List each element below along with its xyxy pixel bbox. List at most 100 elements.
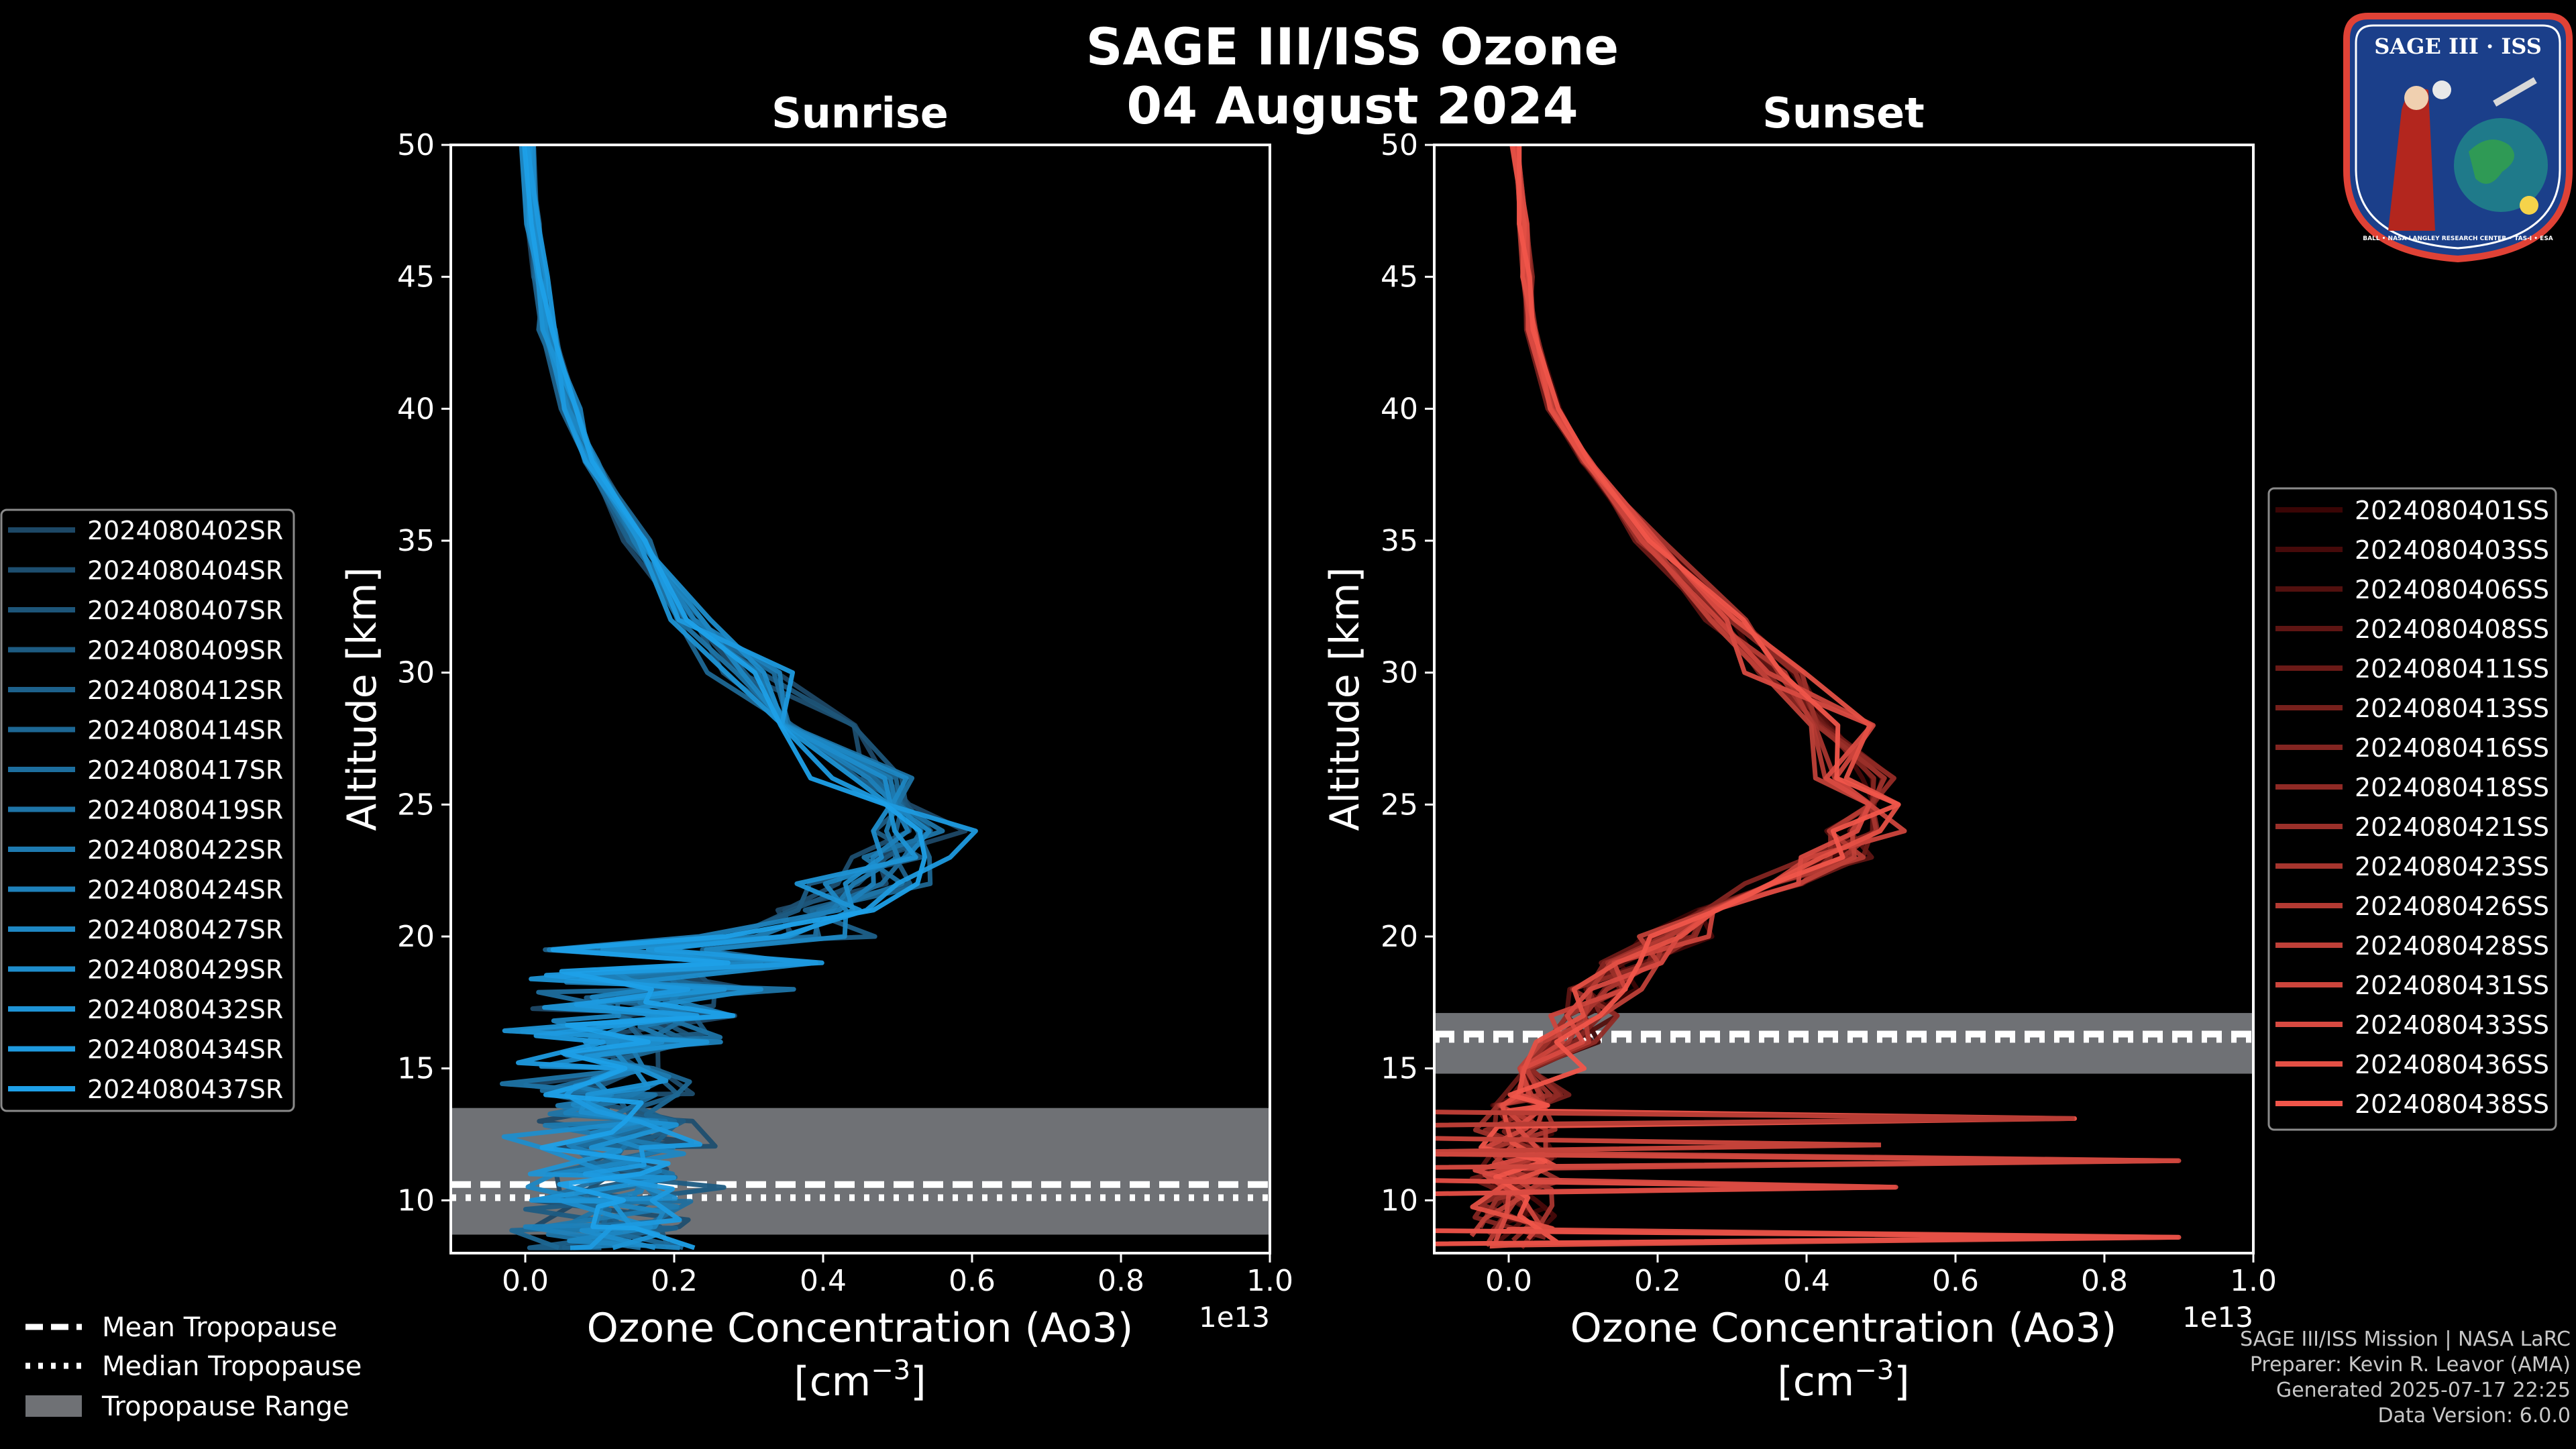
- logo-title: SAGE III · ISS: [2374, 34, 2542, 59]
- sunrise-xunit-close: ]: [910, 1358, 926, 1405]
- ss-legend-label: 2024080433SS: [2355, 1010, 2549, 1040]
- sunset-plot-frame: [1433, 144, 2255, 1254]
- ss-ytick-label: 20: [1381, 920, 1418, 954]
- figure-title-line1: SAGE III/ISS Ozone: [1086, 17, 1619, 76]
- sunset-panel: 0.0 0.2 0.4 0.6 0.8 1.0 10 15 20 25 30 35 40 45 50 Su…: [1322, 89, 2277, 1405]
- sr-legend-label: 2024080424SR: [87, 875, 283, 905]
- logo-moon-icon: [2432, 80, 2451, 99]
- ss-spike-line: [1434, 1110, 2075, 1128]
- ss-xtick-label: 1.0: [2230, 1264, 2277, 1298]
- sr-ytick-label: 10: [397, 1183, 435, 1218]
- sunset-offset-label: 1e13: [2182, 1301, 2253, 1334]
- ss-spike-line: [1434, 1228, 2180, 1246]
- sunset-title: Sunset: [1762, 89, 1925, 138]
- sunrise-xunit: [cm−3]: [794, 1355, 926, 1405]
- sunset-legend-items: 2024080401SS 2024080403SS 2024080406SS 2024…: [2275, 496, 2549, 1119]
- ss-profile-line: [1470, 145, 2182, 1249]
- sr-xtick-label: 1.0: [1246, 1264, 1293, 1298]
- sunset-ylabel: Altitude [km]: [1322, 567, 1368, 831]
- sunrise-panel: 0.0 0.2 0.4 0.6 0.8 1.0 10 15 20 25 30 35 40 45 50 Su…: [339, 89, 1293, 1405]
- credits-mission: SAGE III/ISS Mission | NASA LaRC: [2240, 1328, 2571, 1351]
- ss-xtick-label: 0.4: [1783, 1264, 1830, 1298]
- sr-xtick-label: 0.6: [949, 1264, 996, 1298]
- ss-xtick-label: 0.2: [1634, 1264, 1681, 1298]
- sunset-xunit: [cm−3]: [1777, 1355, 1909, 1405]
- logo-continent-icon: [2469, 140, 2514, 184]
- median-tropopause-label: Median Tropopause: [102, 1351, 362, 1382]
- sunrise-profiles: [500, 145, 978, 1250]
- sunrise-legend-items: 2024080402SR 2024080404SR 2024080407SR 2024…: [8, 516, 283, 1104]
- sunset-profiles: [1434, 145, 2182, 1250]
- sr-legend-label: 2024080422SR: [87, 835, 283, 865]
- sunrise-ylabel: Altitude [km]: [339, 567, 386, 831]
- sunrise-xunit-exponent: −3: [871, 1355, 910, 1386]
- sr-ytick-label: 40: [397, 392, 435, 426]
- ss-profile-line: [1498, 145, 1877, 1241]
- ss-legend-label: 2024080411SS: [2355, 654, 2549, 684]
- sr-legend-label: 2024080409SR: [87, 636, 283, 665]
- ss-ytick-label: 30: [1381, 656, 1418, 690]
- sunset-xlabel: Ozone Concentration (Ao3): [1570, 1305, 2117, 1352]
- sunrise-x-ticks: 0.0 0.2 0.4 0.6 0.8 1.0: [502, 1253, 1293, 1298]
- ss-legend-label: 2024080418SS: [2355, 773, 2549, 802]
- sr-xtick-label: 0.4: [800, 1264, 847, 1298]
- figure-title-line2: 04 August 2024: [1126, 76, 1578, 136]
- ss-legend-label: 2024080416SS: [2355, 733, 2549, 763]
- logo-badge-inner-ring: [2355, 24, 2561, 250]
- ss-legend-label: 2024080421SS: [2355, 812, 2549, 842]
- sr-ytick-label: 50: [397, 128, 435, 162]
- sunrise-plot-frame: [449, 144, 1271, 1254]
- credits-generated: Generated 2025-07-17 22:25: [2275, 1379, 2571, 1402]
- sr-legend-label: 2024080414SR: [87, 716, 283, 745]
- tropopause-legend: Mean Tropopause Median Tropopause Tropop…: [25, 1312, 362, 1422]
- ss-ytick-label: 40: [1381, 392, 1418, 426]
- tropopause-range-swatch: [25, 1395, 82, 1417]
- ss-spike-line: [1434, 1152, 2180, 1170]
- logo-caption: BALL • NASA LANGLEY RESEARCH CENTER • TA…: [2363, 235, 2553, 242]
- sunrise-legend-box: [0, 508, 295, 1112]
- logo-figure-icon: [2388, 89, 2435, 231]
- sunrise-y-ticks: 10 15 20 25 30 35 40 45 50: [397, 128, 451, 1218]
- logo-figure-head-icon: [2404, 86, 2428, 110]
- ss-xtick-label: 0.8: [2081, 1264, 2128, 1298]
- ss-profile-line: [1479, 145, 2078, 1244]
- sunset-x-ticks: 0.0 0.2 0.4 0.6 0.8 1.0: [1485, 1253, 2277, 1298]
- ss-ytick-label: 25: [1381, 788, 1418, 822]
- sr-profile-line: [520, 145, 910, 1250]
- sunrise-xunit-base: [cm: [794, 1358, 871, 1405]
- ss-ytick-label: 50: [1381, 128, 1418, 162]
- sr-ytick-label: 35: [397, 524, 435, 558]
- ss-legend-label: 2024080426SS: [2355, 892, 2549, 921]
- ss-profile-line: [1489, 145, 1885, 1244]
- credits-version: Data Version: 6.0.0: [2377, 1404, 2571, 1428]
- sr-ytick-label: 25: [397, 788, 435, 822]
- ss-legend-label: 2024080436SS: [2355, 1050, 2549, 1079]
- sunrise-legend: 2024080402SR 2024080404SR 2024080407SR 2024…: [0, 508, 295, 1112]
- sr-legend-label: 2024080432SR: [87, 995, 283, 1024]
- sr-ytick-label: 15: [397, 1052, 435, 1086]
- ss-spike-line: [1434, 1136, 1882, 1155]
- sunset-y-ticks: 10 15 20 25 30 35 40 45 50: [1381, 128, 1434, 1218]
- ss-legend-label: 2024080406SS: [2355, 575, 2549, 604]
- logo-sun-icon: [2520, 196, 2538, 215]
- credits-block: SAGE III/ISS Mission | NASA LaRC Prepare…: [2240, 1327, 2571, 1429]
- sr-xtick-label: 0.8: [1097, 1264, 1144, 1298]
- ss-ytick-label: 15: [1381, 1052, 1418, 1086]
- ss-ytick-label: 45: [1381, 260, 1418, 294]
- sunrise-title: Sunrise: [771, 89, 949, 138]
- ss-spike-line: [1434, 1178, 1896, 1196]
- sr-xtick-label: 0.2: [651, 1264, 698, 1298]
- sage-mission-logo: SAGE III · ISS BALL • NASA LANGLEY RESEA…: [2341, 9, 2575, 264]
- sr-legend-label: 2024080417SR: [87, 755, 283, 785]
- sr-legend-label: 2024080437SR: [87, 1075, 283, 1104]
- mean-tropopause-label: Mean Tropopause: [102, 1312, 337, 1343]
- sr-profile-line: [522, 145, 928, 1250]
- sunset-xunit-exponent: −3: [1854, 1355, 1894, 1386]
- sunset-legend: 2024080401SS 2024080403SS 2024080406SS 2024…: [2267, 487, 2557, 1131]
- ss-ytick-label: 10: [1381, 1183, 1418, 1218]
- ss-xtick-label: 0.0: [1485, 1264, 1532, 1298]
- tropopause-range-label: Tropopause Range: [101, 1391, 350, 1422]
- sr-profile-line: [516, 145, 978, 1250]
- ss-legend-label: 2024080428SS: [2355, 931, 2549, 961]
- sr-legend-label: 2024080434SR: [87, 1035, 283, 1065]
